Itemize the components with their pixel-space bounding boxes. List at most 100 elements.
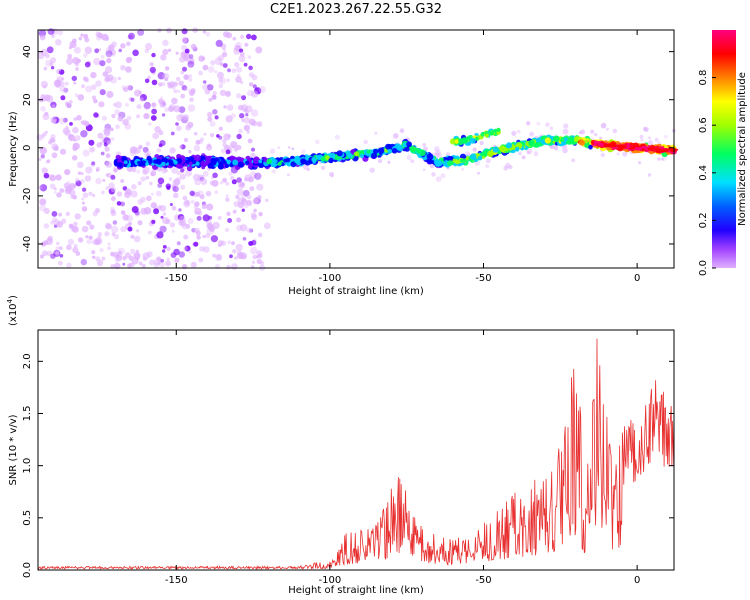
spectral-noise-point xyxy=(106,140,112,146)
spectral-noise-point xyxy=(73,46,81,54)
spectral-noise-point xyxy=(600,152,605,158)
spectral-ridge-point xyxy=(325,155,330,161)
spectral-noise-point xyxy=(580,129,585,135)
spectral-noise-point xyxy=(155,190,162,197)
colorbar-gradient xyxy=(712,30,736,268)
spectrogram-x-tick-label: 0 xyxy=(634,273,640,284)
snr-scale-exponent: 4 xyxy=(6,298,14,303)
spectral-noise-point xyxy=(53,187,57,191)
spectral-ridge-point xyxy=(354,151,360,157)
spectral-noise-point xyxy=(73,184,77,188)
spectral-noise-point xyxy=(387,160,391,164)
spectral-noise-point xyxy=(123,86,129,93)
page-title: C2E1.2023.267.22.55.G32 xyxy=(269,2,443,17)
spectral-noise-point xyxy=(130,248,136,255)
spectral-noise-point xyxy=(81,187,87,192)
colorbar-tick-label: 0.4 xyxy=(698,165,709,181)
spectral-noise-point xyxy=(176,125,182,132)
spectral-noise-point xyxy=(190,199,195,204)
spectral-noise-point xyxy=(562,128,569,135)
spectral-noise-point xyxy=(47,235,53,242)
spectral-noise-point xyxy=(105,50,113,58)
spectral-noise-point xyxy=(562,147,568,154)
spectral-noise-point xyxy=(207,84,214,91)
spectral-noise-point xyxy=(181,85,188,91)
spectral-noise-point xyxy=(65,101,72,109)
spectral-noise-point xyxy=(249,186,255,192)
spectral-noise-point xyxy=(84,175,92,182)
spectral-noise-point xyxy=(94,208,100,214)
spectral-ridge-point xyxy=(188,161,193,166)
spectral-noise-point xyxy=(477,171,480,175)
spectral-noise-point xyxy=(176,171,181,176)
spectral-noise-point xyxy=(84,78,89,83)
spectral-noise-point xyxy=(124,188,132,196)
spectral-noise-point xyxy=(168,105,175,112)
spectral-noise-point xyxy=(236,66,243,73)
spectral-noise-point xyxy=(461,168,464,171)
spectral-noise-point xyxy=(549,126,554,130)
spectral-noise-point xyxy=(104,222,112,229)
spectral-noise-point xyxy=(105,185,110,191)
spectral-noise-point xyxy=(218,83,224,89)
spectral-noise-point xyxy=(108,44,115,51)
spectral-noise-point xyxy=(166,246,171,251)
spectral-noise-point xyxy=(226,68,232,73)
spectral-peak-point xyxy=(607,144,617,148)
spectral-noise-point xyxy=(99,248,104,253)
spectral-noise-point xyxy=(42,250,48,257)
spectral-noise-point xyxy=(183,234,189,240)
spectral-noise-point xyxy=(84,46,93,54)
spectral-noise-point xyxy=(77,237,84,243)
spectral-noise-point xyxy=(235,76,242,83)
spectral-noise-point xyxy=(215,253,223,262)
spectral-noise-point xyxy=(250,109,259,117)
spectral-noise-point xyxy=(173,105,181,113)
spectral-noise-point xyxy=(104,231,110,237)
snr-x-ticks: -150 -100 -50 0 xyxy=(165,330,640,586)
spectral-noise-point xyxy=(230,141,238,149)
snr-y-tick-label: 0.5 xyxy=(22,510,33,526)
spectral-noise-point xyxy=(76,161,84,169)
spectral-noise-point xyxy=(137,181,142,186)
spectral-noise-point xyxy=(81,197,85,201)
spectral-noise-point xyxy=(437,152,443,159)
spectral-noise-point xyxy=(159,205,167,212)
spectral-noise-point xyxy=(182,114,189,121)
spectral-noise-point xyxy=(199,194,205,200)
spectral-noise-point xyxy=(92,255,96,259)
spectral-noise-point xyxy=(545,122,550,127)
spectral-noise-point xyxy=(43,94,51,101)
spectral-noise-point xyxy=(150,170,157,177)
spectral-ridge-point xyxy=(320,157,325,162)
spectral-ridge-point xyxy=(419,149,426,157)
spectral-ridge-point xyxy=(406,141,412,148)
spectral-noise-point xyxy=(84,37,90,43)
spectral-noise-point xyxy=(144,42,153,51)
spectral-noise-point xyxy=(202,170,209,177)
spectral-noise-point xyxy=(159,261,165,268)
spectral-noise-point xyxy=(162,48,169,56)
spectral-noise-point xyxy=(232,249,237,254)
spectral-points xyxy=(36,27,679,271)
spectral-noise-point xyxy=(156,147,162,153)
spectral-noise-point xyxy=(190,43,197,50)
spectral-noise-point xyxy=(173,89,178,94)
spectral-noise-point xyxy=(464,151,471,157)
spectral-noise-point xyxy=(196,139,201,144)
spectral-noise-point xyxy=(151,108,158,115)
spectral-noise-point xyxy=(143,102,151,111)
spectral-noise-point xyxy=(142,166,150,174)
spectral-noise-point xyxy=(150,115,157,121)
spectral-noise-point xyxy=(124,123,132,130)
spectral-noise-point xyxy=(225,149,231,155)
spectral-noise-point xyxy=(181,37,188,44)
spectral-noise-point xyxy=(320,165,326,170)
spectral-noise-point xyxy=(210,235,218,243)
spectral-ridge-point xyxy=(371,152,378,159)
spectral-noise-point xyxy=(52,217,58,223)
snr-x-axis-label: Height of straight line (km) xyxy=(288,585,424,596)
spectral-noise-point xyxy=(93,98,98,104)
spectral-noise-point xyxy=(177,214,185,221)
spectral-noise-point xyxy=(161,113,166,117)
